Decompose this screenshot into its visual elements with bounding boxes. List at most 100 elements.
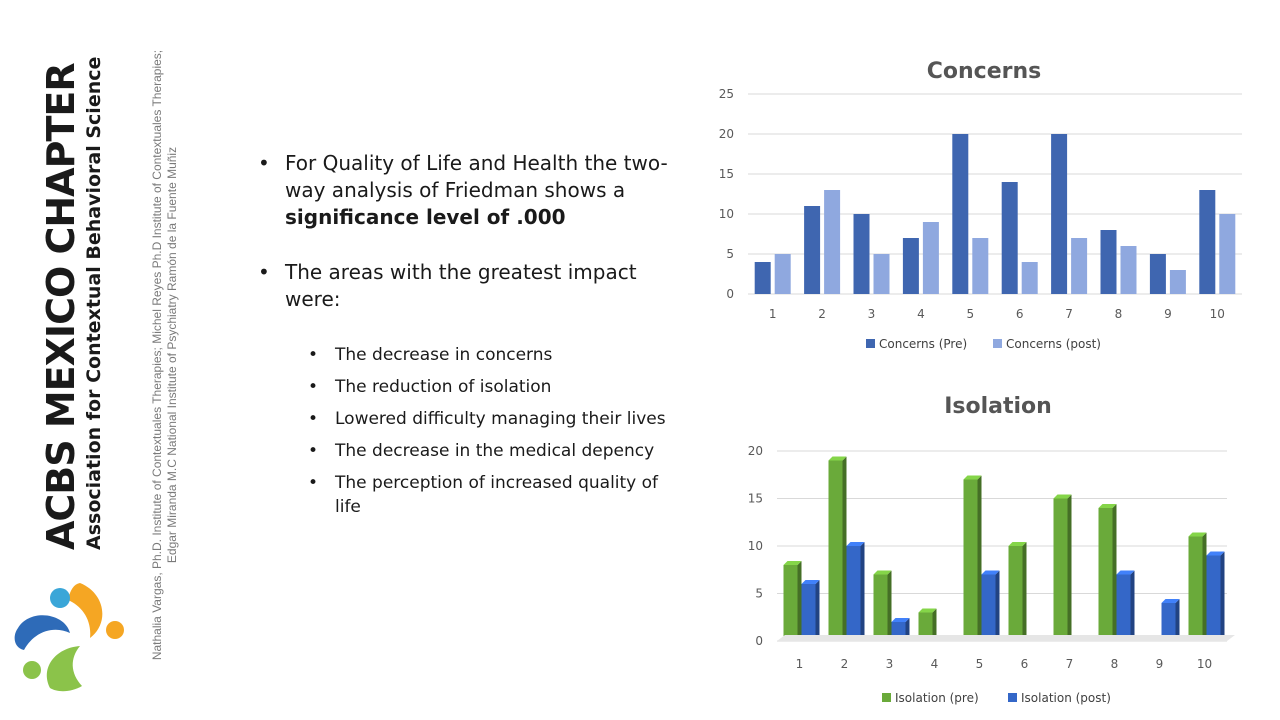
x-tick-label: 4 (931, 657, 939, 671)
bar-side (797, 561, 802, 641)
bullet-bold-text: significance level of .000 (285, 205, 566, 229)
bar (1120, 246, 1137, 294)
bar-top (801, 580, 820, 584)
bar-side (1202, 532, 1207, 641)
sub-bullet-text: The reduction of isolation (335, 377, 552, 397)
bar-top (873, 570, 892, 575)
bar (1100, 230, 1117, 294)
bullet-areas: • The areas with the greatest impact wer… (258, 259, 688, 313)
authors-credit: Nathalia Vargas, Ph.D. Institute of Cont… (150, 49, 179, 661)
bar-top (1206, 551, 1225, 556)
bar (1098, 508, 1113, 641)
bar (1188, 536, 1203, 641)
sub-bullet: • Lowered difficulty managing their lives (308, 407, 688, 431)
legend-swatch (1008, 693, 1017, 702)
bar (1149, 254, 1166, 294)
x-tick-label: 7 (1065, 307, 1073, 321)
x-tick-label: 5 (966, 307, 974, 321)
bar (853, 214, 870, 294)
bar (918, 612, 933, 641)
logo-teal-dot (50, 588, 70, 608)
x-tick-label: 2 (841, 657, 849, 671)
logo-green-swoosh (46, 646, 82, 692)
bar (1071, 238, 1088, 294)
bar-top (891, 618, 910, 622)
sub-bullet: • The decrease in concerns (308, 343, 688, 367)
legend-label: Concerns (post) (1006, 337, 1101, 351)
concerns-chart: Concerns 0 5 10 15 20 25 1 2 3 4 5 6 7 8 9 10 Concerns (P… (719, 59, 1242, 351)
bar-top (1053, 494, 1072, 499)
sub-bullet-text: The decrease in concerns (335, 345, 553, 365)
x-tick-label: 9 (1164, 307, 1172, 321)
x-tick-label: 8 (1111, 657, 1119, 671)
chart-title: Isolation (944, 394, 1052, 419)
x-tick-label: 3 (886, 657, 894, 671)
sub-bullet-text: Lowered difficulty managing their lives (335, 409, 666, 429)
bar-top (981, 570, 1000, 575)
logo-orange-swoosh (68, 583, 103, 638)
bullet-dot: • (258, 151, 270, 175)
x-tick-label: 7 (1066, 657, 1074, 671)
bar-side (932, 608, 937, 641)
bar (846, 546, 861, 641)
bar-top (828, 456, 847, 461)
bar-side (995, 570, 1000, 641)
legend-label: Isolation (post) (1021, 691, 1111, 705)
bullet-significance: • For Quality of Life and Health the two… (258, 150, 688, 231)
bullet-dot: • (308, 409, 319, 429)
x-tick-label: 4 (917, 307, 925, 321)
bullet-text: The areas with the greatest impact were: (285, 260, 637, 311)
bar (828, 460, 843, 641)
bar-top (846, 542, 865, 546)
bar-top (1008, 542, 1027, 546)
logo-blue-swoosh (14, 615, 70, 650)
chart-floor (777, 635, 1235, 641)
x-tick-label: 1 (796, 657, 804, 671)
chart-title: Concerns (927, 59, 1042, 84)
bar-side (815, 580, 820, 641)
sub-bullet-text: The perception of increased quality of l… (335, 473, 659, 517)
bar-top (963, 475, 982, 480)
y-tick-label: 15 (748, 492, 763, 506)
bar (972, 238, 989, 294)
bar (804, 206, 821, 294)
logo-orange-dot (106, 621, 124, 639)
sub-bullet: • The decrease in the medical depency (308, 439, 688, 463)
bar (824, 190, 841, 294)
x-tick-label: 8 (1115, 307, 1123, 321)
x-tick-label: 10 (1197, 657, 1212, 671)
bar-side (860, 542, 865, 641)
bullet-dot: • (308, 473, 319, 493)
bar (1053, 498, 1068, 641)
y-tick-label: 0 (755, 634, 763, 648)
y-tick-label: 0 (726, 287, 734, 301)
bar (873, 574, 888, 641)
logo-green-dot (23, 661, 41, 679)
legend-swatch (882, 693, 891, 702)
findings-list: • For Quality of Life and Health the two… (258, 150, 688, 519)
x-tick-label: 3 (868, 307, 876, 321)
bar (1219, 214, 1236, 294)
x-tick-label: 2 (818, 307, 826, 321)
bar (1001, 182, 1018, 294)
y-tick-label: 5 (755, 587, 763, 601)
y-tick-label: 15 (719, 167, 734, 181)
y-tick-label: 20 (719, 127, 734, 141)
bar (801, 584, 816, 641)
legend-swatch (866, 339, 875, 348)
isolation-chart: Isolation 0 5 10 15 20 1 2 3 4 5 6 7 8 9 10 Isolation (p… (748, 394, 1235, 705)
bar-top (1161, 599, 1180, 603)
bar-side (1130, 570, 1135, 641)
bar-side (842, 456, 847, 641)
x-tick-label: 6 (1021, 657, 1029, 671)
brand-subtitle: Association for Contextual Behavioral Sc… (83, 56, 105, 550)
bar (1169, 270, 1186, 294)
sub-bullet: • The perception of increased quality of … (308, 471, 688, 519)
bar-side (1022, 542, 1027, 641)
bar-side (887, 570, 892, 641)
bar-top (1188, 532, 1207, 537)
bar-top (1098, 504, 1117, 508)
bullet-dot: • (308, 377, 319, 397)
x-tick-label: 6 (1016, 307, 1024, 321)
bar-top (1116, 570, 1135, 575)
